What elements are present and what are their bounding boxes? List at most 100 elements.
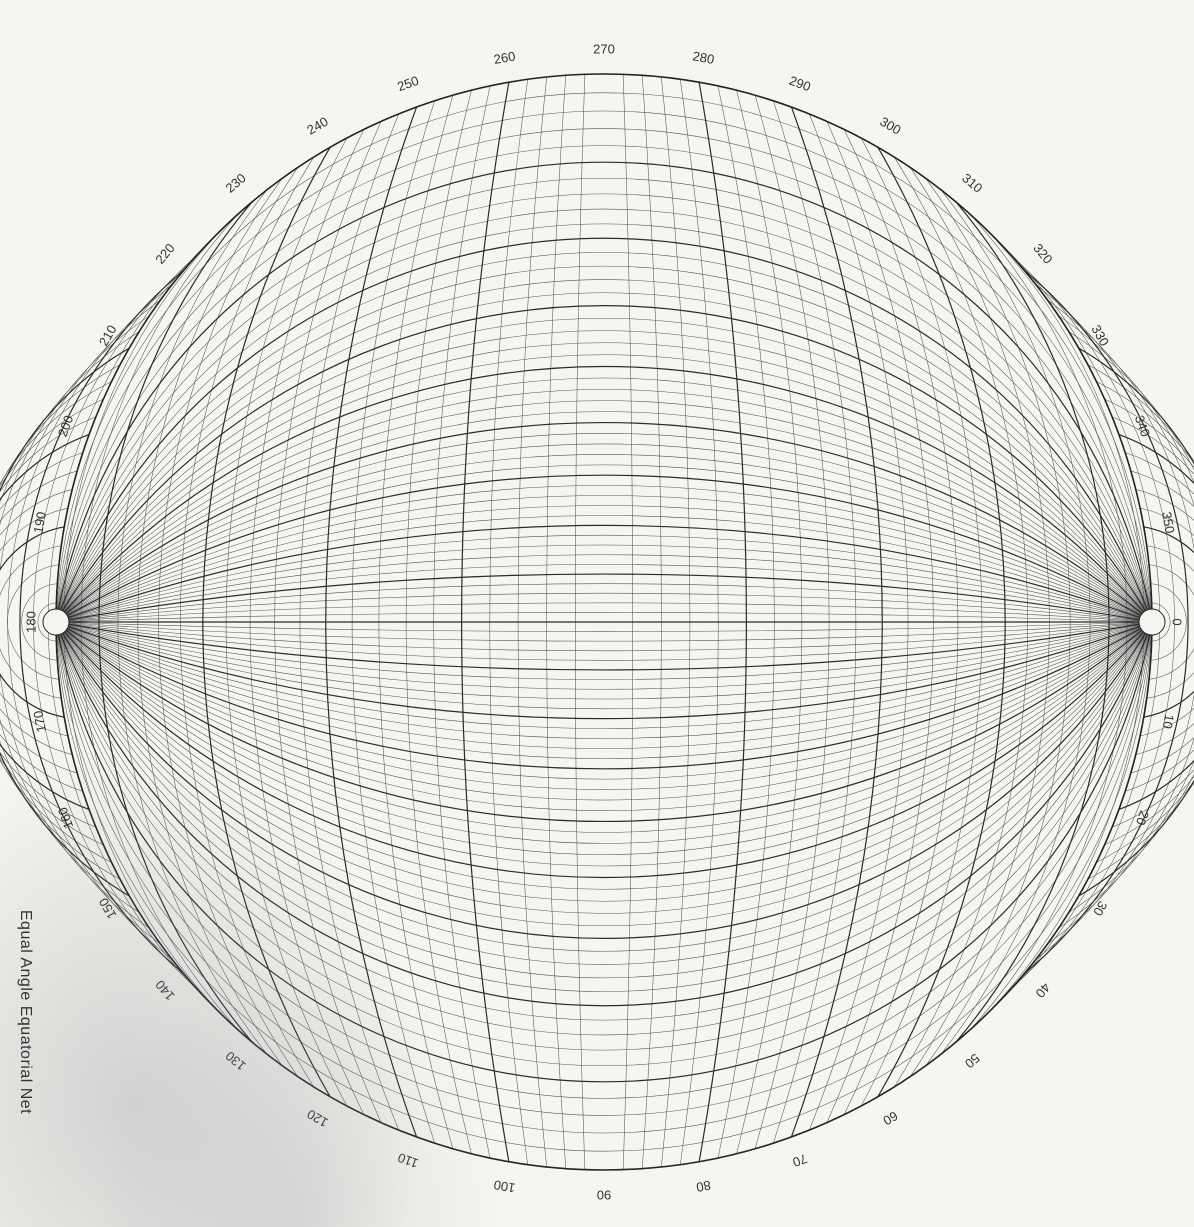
meridian-neg12	[55, 564, 1153, 623]
meridian-16	[55, 621, 1153, 700]
meridian-52	[55, 621, 1153, 890]
meridian-neg74	[55, 208, 1153, 623]
meridian-76	[55, 621, 1153, 1051]
small-circle-left-32	[0, 331, 140, 913]
meridian-44	[55, 621, 1153, 844]
meridian-50	[55, 621, 1153, 879]
meridian-28	[55, 621, 1153, 759]
rim-label-140: 140	[152, 977, 177, 1003]
meridian-neg88	[55, 92, 1153, 623]
meridian-neg64	[55, 279, 1153, 623]
meridian-neg22	[55, 515, 1153, 623]
rim-label-310: 310	[959, 170, 985, 195]
meridian-neg50	[55, 365, 1153, 623]
meridian-20	[55, 621, 1153, 720]
meridian-neg38	[55, 433, 1153, 623]
meridian-80	[55, 621, 1153, 1083]
meridian-82	[55, 621, 1153, 1099]
small-circle-right-18	[1125, 452, 1194, 792]
rim-label-250: 250	[395, 73, 421, 95]
small-circle-left-26	[0, 381, 112, 863]
small-circle-left-24	[0, 398, 104, 846]
meridian-32	[55, 621, 1153, 780]
rim-label-240: 240	[304, 114, 330, 138]
meridian-neg58	[55, 317, 1153, 623]
meridian-56	[55, 621, 1153, 914]
meridian-68	[55, 621, 1153, 992]
meridian-neg86	[55, 110, 1153, 623]
meridian-88	[55, 621, 1153, 1152]
meridian-6	[55, 621, 1153, 651]
small-circle-left-8	[0, 545, 62, 699]
meridian-64	[55, 621, 1153, 965]
rim-label-320: 320	[1030, 241, 1055, 267]
major-grid	[0, 82, 1194, 1162]
meridian-4	[55, 621, 1153, 642]
small-circle-right-26	[1096, 381, 1194, 863]
rim-label-210: 210	[96, 322, 120, 348]
small-circle-right-12	[1139, 507, 1194, 737]
rim-label-50: 50	[962, 1051, 983, 1072]
small-circle-right-40	[1023, 269, 1189, 975]
small-circle-right-38	[1035, 284, 1194, 960]
meridian-neg4	[55, 602, 1153, 623]
meridian-neg20	[55, 524, 1153, 623]
meridian-neg56	[55, 330, 1153, 623]
meridian-neg70	[55, 237, 1153, 623]
meridian-neg60	[55, 305, 1153, 623]
meridian-neg8	[55, 583, 1153, 623]
rim-label-90: 90	[597, 1188, 611, 1203]
meridian-neg30	[55, 474, 1153, 623]
small-circle-left-34	[0, 315, 150, 929]
rim-label-230: 230	[223, 170, 249, 195]
rim-label-160: 160	[55, 805, 77, 831]
meridian-neg80	[55, 161, 1153, 623]
meridian-84	[55, 621, 1153, 1116]
meridian-78	[55, 621, 1153, 1067]
rim-label-190: 190	[30, 510, 49, 534]
meridian-neg32	[55, 464, 1153, 623]
meridian-neg34	[55, 454, 1153, 623]
meridian-86	[55, 621, 1153, 1134]
meridian-neg84	[55, 128, 1153, 623]
small-circle-left-42	[33, 255, 197, 989]
small-circle-left-80	[461, 82, 510, 1162]
rim-label-290: 290	[787, 73, 813, 95]
small-circle-right-80	[698, 82, 747, 1162]
rim-label-170: 170	[30, 710, 49, 734]
meridian-30	[55, 621, 1153, 770]
small-circle-left-16	[0, 470, 78, 774]
meridian-neg76	[55, 193, 1153, 623]
rim-label-130: 130	[223, 1048, 249, 1073]
small-circle-right-30	[1078, 347, 1194, 897]
pole-cap-left	[42, 608, 70, 636]
rim-label-20: 20	[1133, 809, 1152, 828]
meridian-70	[55, 621, 1153, 1007]
meridian-14	[55, 621, 1153, 690]
meridian-neg78	[55, 177, 1153, 623]
small-circle-left-38	[7, 284, 173, 960]
meridian-neg40	[55, 422, 1153, 623]
meridian-neg26	[55, 495, 1153, 623]
meridian-neg54	[55, 342, 1153, 623]
meridian-18	[55, 621, 1153, 710]
meridian-66	[55, 621, 1153, 979]
meridian-neg18	[55, 534, 1153, 623]
small-circle-right-50	[955, 201, 1110, 1043]
meridian-60	[55, 621, 1153, 939]
small-circle-left-10	[0, 526, 65, 718]
meridian-neg28	[55, 485, 1153, 623]
small-circle-right-2	[1151, 602, 1171, 642]
rim-label-340: 340	[1132, 413, 1154, 439]
meridian-26	[55, 621, 1153, 749]
rim-label-280: 280	[692, 48, 716, 67]
meridian-54	[55, 621, 1153, 902]
meridian-neg62	[55, 292, 1153, 623]
rim-label-100: 100	[492, 1177, 516, 1196]
meridian-36	[55, 621, 1153, 801]
rim-label-30: 30	[1090, 899, 1110, 919]
small-circle-left-36	[0, 299, 161, 945]
meridian-8	[55, 621, 1153, 661]
small-circle-left-20	[0, 434, 90, 810]
